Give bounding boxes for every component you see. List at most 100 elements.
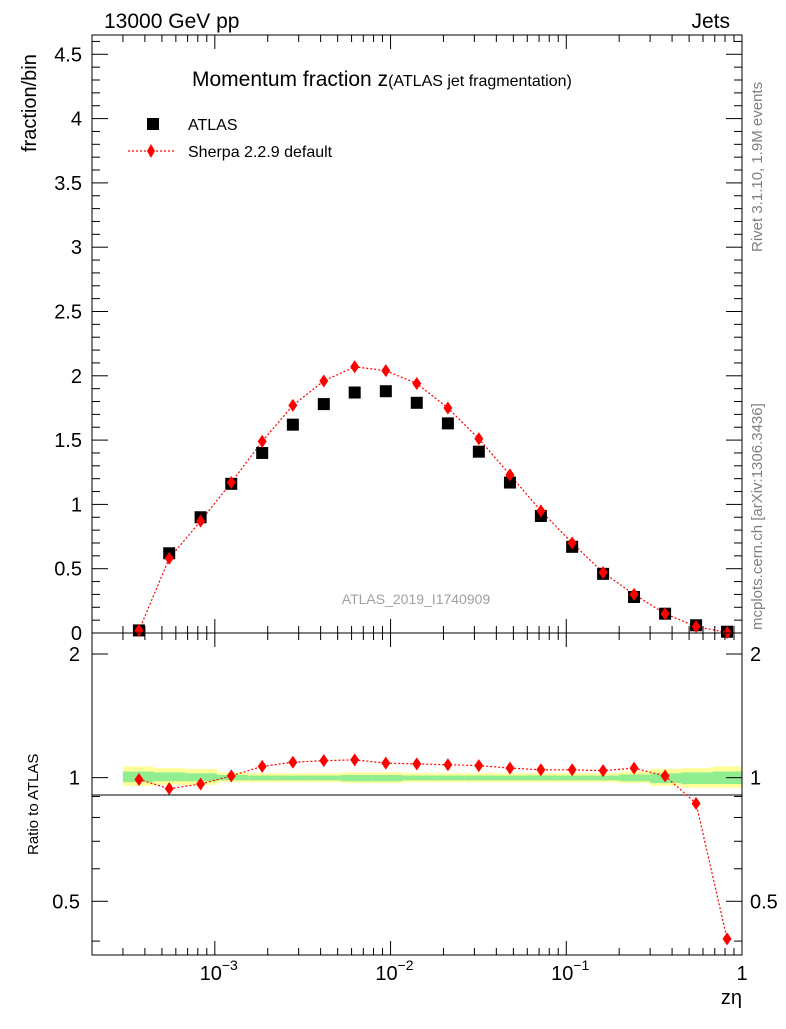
ratio-inner-band [619,774,651,782]
ratio-data-point [660,769,670,783]
sherpa-data-point [164,551,174,565]
ratio-plot-frame [91,632,743,956]
sherpa-data-point [381,364,391,378]
atlas-data-point [503,476,516,489]
ratio-plot-marks [134,753,732,946]
main-y-tick-label: 4 [71,109,82,131]
sherpa-data-point [350,360,360,374]
x-axis-label: zη [721,987,742,1009]
atlas-data-point [410,396,423,409]
ratio-y-tick-label-right: 1 [750,768,761,790]
main-plot-title-main: Momentum fraction z [192,68,388,91]
ratio-inner-band [371,774,403,782]
atlas-data-point [317,398,330,411]
ratio-data-point [288,755,298,769]
sherpa-data-point [412,377,422,391]
ratio-inner-band [248,775,279,781]
sherpa-data-point [319,374,329,388]
x-tick-exponent: −2 [398,957,414,973]
ratio-inner-band [402,775,434,781]
ratio-data-point [226,769,236,783]
ratio-inner-band [588,775,620,781]
ratio-inner-band [340,774,372,782]
ratio-plot: 0.5 0.51 12 210 −3 10 −2 10 −1 1 Ratio to ATLAS z… [25,632,778,1009]
sherpa-data-point [196,514,206,528]
sherpa-data-point [598,566,608,580]
ratio-data-point [412,757,422,771]
ratio-y-tick-label-left: 0.5 [52,891,80,913]
atlas-data-point [256,446,269,459]
ratio-y-tick-label-right: 2 [750,644,761,666]
ratio-data-point [691,797,701,811]
sherpa-data-point [629,587,639,601]
sherpa-data-point [474,432,484,446]
ratio-inner-band [153,772,186,782]
ratio-data-point [443,758,453,772]
sherpa-series-line [138,366,728,634]
ratio-data-point [536,763,546,777]
main-y-tick-label: 0 [71,623,82,645]
main-y-tick-label: 1.5 [54,430,82,452]
x-tick-exponent: −3 [222,957,238,973]
main-y-tick-label: 3.5 [54,173,82,195]
ratio-data-point [381,756,391,770]
ratio-data-point [319,754,329,768]
sherpa-data-point [691,620,701,634]
sherpa-data-point [288,398,298,412]
ratio-inner-band [278,775,311,781]
sherpa-data-point [536,504,546,518]
main-plot-title-sub: (ATLAS jet fragmentation) [388,73,572,90]
mcplots-label: mcplots.cern.ch [arXiv:1306.3436] [749,403,766,630]
main-y-axis-label: fraction/bin [19,54,41,152]
atlas-data-point [286,418,299,431]
ratio-data-point [505,761,515,775]
sherpa-data-point [567,536,577,550]
rivet-version-label: Rivet 3.1.10, 1.9M events [749,82,766,252]
legend-atlas-marker [147,118,159,130]
ratio-data-point [350,753,360,767]
ratio-data-point [722,932,732,946]
legend-sherpa-marker [147,144,155,158]
ratio-inner-band [310,775,341,781]
main-y-tick-label: 2 [71,366,82,388]
x-tick-label: 10 [375,963,397,985]
header-right-label: Jets [691,10,730,33]
ratio-data-point [598,764,608,778]
atlas-data-point [441,417,454,430]
ratio-data-point [567,763,577,777]
x-tick-label: 1 [736,963,747,985]
x-tick-exponent: −1 [573,957,589,973]
ratio-y-tick-label-left: 1 [69,768,80,790]
sherpa-data-point [226,476,236,490]
main-y-tick-label: 0.5 [54,559,82,581]
ratio-y-axis-label: Ratio to ATLAS [25,754,42,855]
header-left-label: 13000 GeV pp [104,10,239,33]
main-y-tick-label: 2.5 [54,301,82,323]
legend-atlas-label: ATLAS [188,117,238,134]
ratio-series-line [138,759,728,940]
x-tick-label: 10 [551,963,573,985]
ratio-inner-band [681,772,713,785]
ratio-inner-band [495,775,527,781]
legend-sherpa-label: Sherpa 2.2.9 default [188,144,333,161]
ratio-y-tick-label-right: 0.5 [750,891,778,913]
ratio-plot-axes: 0.5 0.51 12 210 −3 10 −2 10 −1 1 [52,633,778,985]
analysis-label: ATLAS_2019_I1740909 [342,591,491,607]
main-y-tick-label: 1 [71,494,82,516]
ratio-data-point [164,782,174,796]
ratio-inner-band [464,775,496,781]
sherpa-data-point [134,623,144,637]
legend: ATLAS Sherpa 2.2.9 default [128,117,333,161]
ratio-data-point [134,772,144,786]
ratio-data-point [196,777,206,791]
sherpa-data-point [505,468,515,482]
sherpa-data-point [257,434,267,448]
ratio-data-point [474,759,484,773]
ratio-y-tick-label-left: 2 [69,644,80,666]
atlas-data-point [348,386,361,399]
ratio-inner-band [526,775,558,781]
main-plot-title: Momentum fraction z(ATLAS jet fragmentat… [192,68,572,91]
ratio-data-point [629,761,639,775]
